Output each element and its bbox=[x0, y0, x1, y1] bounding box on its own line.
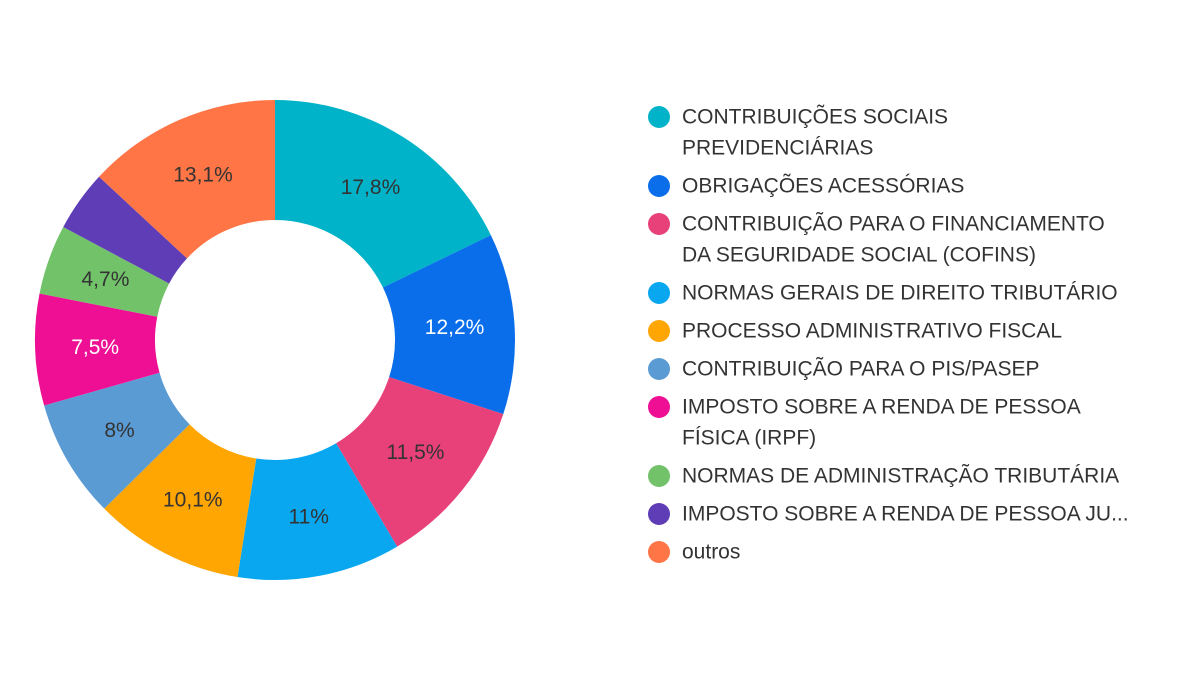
data-label-contribuicoes-sociais-previdenciarias: 17,8% bbox=[341, 176, 401, 199]
donut-slice-imposto-sobre-a-renda-de-pessoa-ju[interactable] bbox=[63, 176, 188, 284]
donut-slice-normas-gerais-de-direito-tributario[interactable] bbox=[237, 443, 398, 580]
donut-slice-normas-de-administracao-tributaria[interactable] bbox=[39, 227, 170, 317]
donut-data-labels: 17,8% 12,2% 11,5% 11% 10,1% 8% 7,5% 4,7% 13,1% bbox=[71, 164, 484, 529]
legend-item-imposto-sobre-a-renda-de-pessoa-fisica-irpf[interactable]: IMPOSTO SOBRE A RENDA DE PESSOA FÍSICA (I… bbox=[648, 396, 1081, 450]
legend-swatch bbox=[648, 465, 670, 487]
legend-item-outros[interactable]: outros bbox=[648, 541, 740, 564]
legend-swatch bbox=[648, 320, 670, 342]
legend-label: NORMAS DE ADMINISTRAÇÃO TRIBUTÁRIA bbox=[682, 464, 1119, 488]
legend-swatch bbox=[648, 358, 670, 380]
legend-label: IMPOSTO SOBRE A RENDA DE PESSOA bbox=[682, 396, 1081, 419]
legend-label: IMPOSTO SOBRE A RENDA DE PESSOA JU... bbox=[682, 503, 1129, 526]
legend-label: PREVIDENCIÁRIAS bbox=[682, 137, 873, 160]
legend-label: NORMAS GERAIS DE DIREITO TRIBUTÁRIO bbox=[682, 282, 1118, 305]
legend-item-normas-gerais-de-direito-tributario[interactable]: NORMAS GERAIS DE DIREITO TRIBUTÁRIO bbox=[648, 282, 1118, 305]
legend-label: CONTRIBUIÇÃO PARA O FINANCIAMENTO bbox=[682, 212, 1105, 236]
legend-label: outros bbox=[682, 541, 740, 564]
legend-swatch bbox=[648, 396, 670, 418]
legend: CONTRIBUIÇÕES SOCIAIS PREVIDENCIÁRIAS OBRI… bbox=[648, 105, 1129, 564]
legend-swatch bbox=[648, 106, 670, 128]
legend-label: FÍSICA (IRPF) bbox=[682, 427, 816, 450]
legend-swatch bbox=[648, 541, 670, 563]
data-label-processo-administrativo-fiscal: 10,1% bbox=[163, 489, 223, 512]
donut-slice-contribuicao-para-o-pis-pasep[interactable] bbox=[44, 372, 190, 509]
data-label-obrigacoes-acessorias: 12,2% bbox=[425, 316, 485, 339]
donut-slice-processo-administrativo-fiscal[interactable] bbox=[104, 424, 257, 578]
data-label-normas-de-administracao-tributaria: 4,7% bbox=[82, 268, 130, 291]
legend-swatch bbox=[648, 503, 670, 525]
donut-slices bbox=[35, 100, 516, 580]
data-label-imposto-sobre-a-renda-de-pessoa-fisica-irpf: 7,5% bbox=[71, 336, 119, 359]
legend-label: DA SEGURIDADE SOCIAL (COFINS) bbox=[682, 244, 1036, 267]
donut-slice-imposto-sobre-a-renda-de-pessoa-fisica-irpf[interactable] bbox=[35, 293, 160, 406]
donut-slice-outros[interactable] bbox=[99, 100, 276, 259]
legend-label: OBRIGAÇÕES ACESSÓRIAS bbox=[682, 174, 964, 198]
legend-item-imposto-sobre-a-renda-de-pessoa-ju[interactable]: IMPOSTO SOBRE A RENDA DE PESSOA JU... bbox=[648, 503, 1129, 526]
legend-item-normas-de-administracao-tributaria[interactable]: NORMAS DE ADMINISTRAÇÃO TRIBUTÁRIA bbox=[648, 464, 1119, 488]
data-label-normas-gerais-de-direito-tributario: 11% bbox=[288, 505, 328, 528]
legend-swatch bbox=[648, 282, 670, 304]
data-label-outros: 13,1% bbox=[173, 164, 233, 187]
legend-label: PROCESSO ADMINISTRATIVO FISCAL bbox=[682, 320, 1062, 343]
legend-item-obrigacoes-acessorias[interactable]: OBRIGAÇÕES ACESSÓRIAS bbox=[648, 174, 964, 198]
legend-swatch bbox=[648, 175, 670, 197]
legend-item-contribuicao-para-o-pis-pasep[interactable]: CONTRIBUIÇÃO PARA O PIS/PASEP bbox=[648, 357, 1039, 381]
legend-item-processo-administrativo-fiscal[interactable]: PROCESSO ADMINISTRATIVO FISCAL bbox=[648, 320, 1062, 343]
donut-slice-obrigacoes-acessorias[interactable] bbox=[382, 235, 516, 415]
legend-label: CONTRIBUIÇÃO PARA O PIS/PASEP bbox=[682, 357, 1039, 381]
data-label-contribuicao-para-o-financiamento-da-seguridade-social-cofins: 11,5% bbox=[386, 441, 444, 464]
donut-slice-contribuicao-para-o-financiamento-da-seguridade-social-cofins[interactable] bbox=[336, 377, 504, 547]
data-label-contribuicao-para-o-pis-pasep: 8% bbox=[104, 419, 134, 442]
legend-swatch bbox=[648, 213, 670, 235]
legend-label: CONTRIBUIÇÕES SOCIAIS bbox=[682, 105, 948, 129]
legend-item-contribuicao-para-o-financiamento-da-seguridade-social-cofins[interactable]: CONTRIBUIÇÃO PARA O FINANCIAMENTO DA SEGU… bbox=[648, 212, 1105, 267]
donut-slice-contribuicoes-sociais-previdenciarias[interactable] bbox=[275, 100, 491, 288]
legend-item-contribuicoes-sociais-previdenciarias[interactable]: CONTRIBUIÇÕES SOCIAIS PREVIDENCIÁRIAS bbox=[648, 105, 948, 160]
